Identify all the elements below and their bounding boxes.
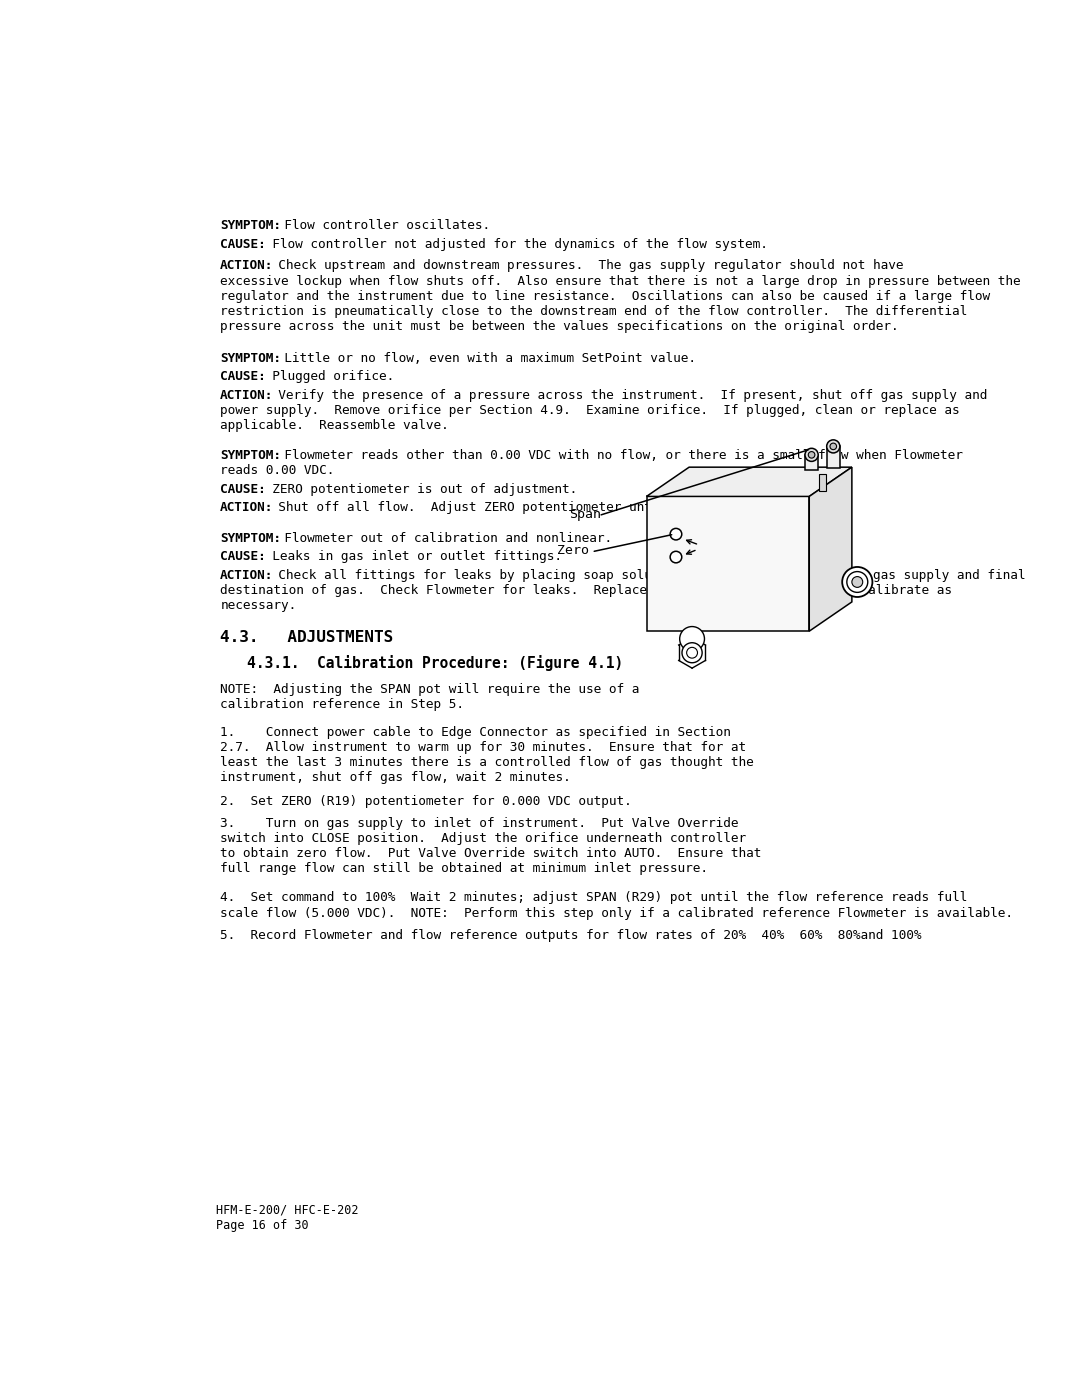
Text: full range flow can still be obtained at minimum inlet pressure.: full range flow can still be obtained at… bbox=[220, 862, 708, 875]
Text: Flow controller oscillates.: Flow controller oscillates. bbox=[269, 219, 490, 232]
Text: 2.7.  Allow instrument to warm up for 30 minutes.  Ensure that for at: 2.7. Allow instrument to warm up for 30 … bbox=[220, 740, 746, 753]
Text: 5.  Record Flowmeter and flow reference outputs for flow rates of 20%  40%  60% : 5. Record Flowmeter and flow reference o… bbox=[220, 929, 921, 942]
Circle shape bbox=[681, 643, 702, 662]
Text: CAUSE:: CAUSE: bbox=[220, 550, 266, 563]
Text: least the last 3 minutes there is a controlled flow of gas thought the: least the last 3 minutes there is a cont… bbox=[220, 756, 754, 768]
Text: Shut off all flow.  Adjust ZERO potentiometer until output reads 0.00 VDC.: Shut off all flow. Adjust ZERO potentiom… bbox=[264, 502, 842, 514]
Text: Verify the presence of a pressure across the instrument.  If present, shut off g: Verify the presence of a pressure across… bbox=[264, 388, 987, 401]
Text: power supply.  Remove orifice per Section 4.9.  Examine orifice.  If plugged, cl: power supply. Remove orifice per Section… bbox=[220, 404, 960, 418]
Text: Page 16 of 30: Page 16 of 30 bbox=[216, 1218, 309, 1232]
Text: excessive lockup when flow shuts off.  Also ensure that there is not a large dro: excessive lockup when flow shuts off. Al… bbox=[220, 275, 1021, 288]
Text: calibration reference in Step 5.: calibration reference in Step 5. bbox=[220, 698, 464, 711]
Bar bbox=[805, 455, 819, 471]
Text: ACTION:: ACTION: bbox=[220, 569, 273, 581]
Bar bbox=[688, 630, 697, 644]
Text: necessary.: necessary. bbox=[220, 599, 297, 612]
Text: restriction is pneumatically close to the downstream end of the flow controller.: restriction is pneumatically close to th… bbox=[220, 305, 968, 317]
Circle shape bbox=[842, 567, 873, 597]
Circle shape bbox=[805, 448, 819, 461]
Circle shape bbox=[670, 528, 681, 539]
Text: Span: Span bbox=[569, 509, 600, 521]
Text: ACTION:: ACTION: bbox=[220, 388, 273, 401]
Text: SYMPTOM:: SYMPTOM: bbox=[220, 352, 281, 365]
Text: Leaks in gas inlet or outlet fittings.: Leaks in gas inlet or outlet fittings. bbox=[257, 550, 562, 563]
Text: ZERO potentiometer is out of adjustment.: ZERO potentiometer is out of adjustment. bbox=[257, 482, 578, 496]
Text: Check all fittings for leaks by placing soap solution on all fittings between ga: Check all fittings for leaks by placing … bbox=[264, 569, 1026, 581]
Text: Flowmeter reads other than 0.00 VDC with no flow, or there is a small flow when : Flowmeter reads other than 0.00 VDC with… bbox=[269, 448, 963, 461]
Text: pressure across the unit must be between the values specifications on the origin: pressure across the unit must be between… bbox=[220, 320, 899, 332]
Text: SYMPTOM:: SYMPTOM: bbox=[220, 448, 281, 461]
Circle shape bbox=[826, 440, 840, 453]
Text: Little or no flow, even with a maximum SetPoint value.: Little or no flow, even with a maximum S… bbox=[269, 352, 697, 365]
Text: 4.3.   ADJUSTMENTS: 4.3. ADJUSTMENTS bbox=[220, 630, 393, 644]
Text: Plugged orifice.: Plugged orifice. bbox=[257, 370, 394, 383]
Bar bbox=[826, 447, 840, 468]
Text: SYMPTOM:: SYMPTOM: bbox=[220, 532, 281, 545]
Text: reads 0.00 VDC.: reads 0.00 VDC. bbox=[220, 464, 335, 478]
Text: Zero: Zero bbox=[557, 545, 590, 557]
Text: 4.  Set command to 100%  Wait 2 minutes; adjust SPAN (R29) pot until the flow re: 4. Set command to 100% Wait 2 minutes; a… bbox=[220, 891, 968, 904]
Polygon shape bbox=[647, 467, 852, 496]
Text: NOTE:  Adjusting the SPAN pot will require the use of a: NOTE: Adjusting the SPAN pot will requir… bbox=[220, 683, 639, 696]
Bar bbox=[819, 475, 826, 490]
Circle shape bbox=[831, 443, 837, 450]
Polygon shape bbox=[809, 467, 852, 631]
Text: ACTION:: ACTION: bbox=[220, 260, 273, 272]
Text: ACTION:: ACTION: bbox=[220, 502, 273, 514]
Text: switch into CLOSE position.  Adjust the orifice underneath controller: switch into CLOSE position. Adjust the o… bbox=[220, 833, 746, 845]
Text: Flow controller not adjusted for the dynamics of the flow system.: Flow controller not adjusted for the dyn… bbox=[257, 237, 768, 250]
Circle shape bbox=[808, 451, 815, 458]
Text: HFM-E-200/ HFC-E-202: HFM-E-200/ HFC-E-202 bbox=[216, 1203, 359, 1217]
Text: CAUSE:: CAUSE: bbox=[220, 237, 266, 250]
Text: Check upstream and downstream pressures.  The gas supply regulator should not ha: Check upstream and downstream pressures.… bbox=[264, 260, 904, 272]
Text: destination of gas.  Check Flowmeter for leaks.  Replace “O” rings if required o: destination of gas. Check Flowmeter for … bbox=[220, 584, 953, 597]
Text: SYMPTOM:: SYMPTOM: bbox=[220, 219, 281, 232]
Text: applicable.  Reassemble valve.: applicable. Reassemble valve. bbox=[220, 419, 449, 432]
Text: to obtain zero flow.  Put Valve Override switch into AUTO.  Ensure that: to obtain zero flow. Put Valve Override … bbox=[220, 847, 761, 859]
Circle shape bbox=[687, 647, 698, 658]
Text: scale flow (5.000 VDC).  NOTE:  Perform this step only if a calibrated reference: scale flow (5.000 VDC). NOTE: Perform th… bbox=[220, 907, 1013, 919]
Circle shape bbox=[847, 571, 867, 592]
Text: Flowmeter out of calibration and nonlinear.: Flowmeter out of calibration and nonline… bbox=[269, 532, 612, 545]
Text: CAUSE:: CAUSE: bbox=[220, 370, 266, 383]
Text: regulator and the instrument due to line resistance.  Oscillations can also be c: regulator and the instrument due to line… bbox=[220, 291, 990, 303]
Text: 2.  Set ZERO (R19) potentiometer for 0.000 VDC output.: 2. Set ZERO (R19) potentiometer for 0.00… bbox=[220, 795, 632, 809]
Text: instrument, shut off gas flow, wait 2 minutes.: instrument, shut off gas flow, wait 2 mi… bbox=[220, 771, 571, 784]
Text: 3.    Turn on gas supply to inlet of instrument.  Put Valve Override: 3. Turn on gas supply to inlet of instru… bbox=[220, 817, 739, 830]
Text: CAUSE:: CAUSE: bbox=[220, 482, 266, 496]
Circle shape bbox=[670, 552, 681, 563]
Circle shape bbox=[852, 577, 863, 587]
Polygon shape bbox=[647, 496, 809, 631]
Text: 1.    Connect power cable to Edge Connector as specified in Section: 1. Connect power cable to Edge Connector… bbox=[220, 726, 731, 739]
Circle shape bbox=[679, 627, 704, 651]
Text: 4.3.1.  Calibration Procedure: (Figure 4.1): 4.3.1. Calibration Procedure: (Figure 4.… bbox=[247, 655, 623, 671]
